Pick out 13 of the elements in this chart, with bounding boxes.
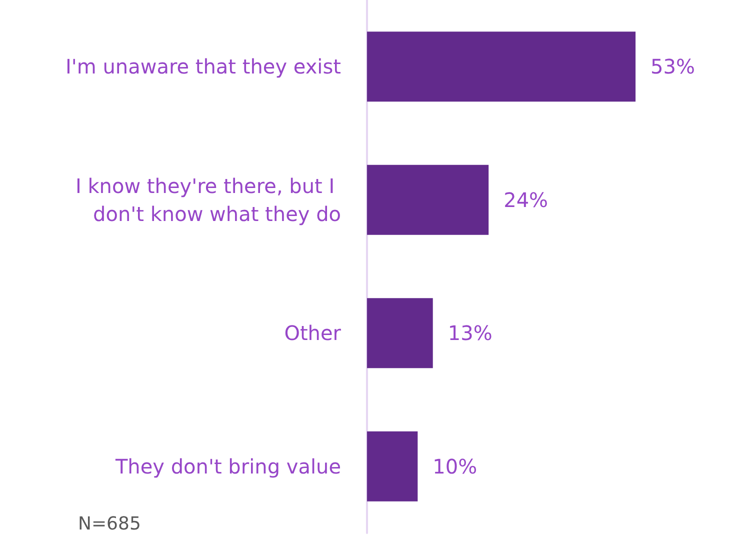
y-tick-label: I know they're there, but I don't know what they do	[75, 174, 341, 226]
y-tick-label: I'm unaware that they exist	[66, 54, 342, 79]
data-label: 13%	[448, 321, 492, 346]
bar	[367, 164, 489, 235]
y-tick-label: Other	[284, 321, 342, 346]
data-label: 24%	[504, 188, 548, 212]
data-label: 53%	[650, 54, 695, 79]
y-tick-label: They don't bring value	[114, 454, 341, 478]
bar	[367, 298, 433, 368]
text: N=685	[78, 514, 141, 534]
bar	[367, 32, 636, 102]
bar	[367, 431, 418, 502]
data-label: 10%	[432, 454, 478, 478]
